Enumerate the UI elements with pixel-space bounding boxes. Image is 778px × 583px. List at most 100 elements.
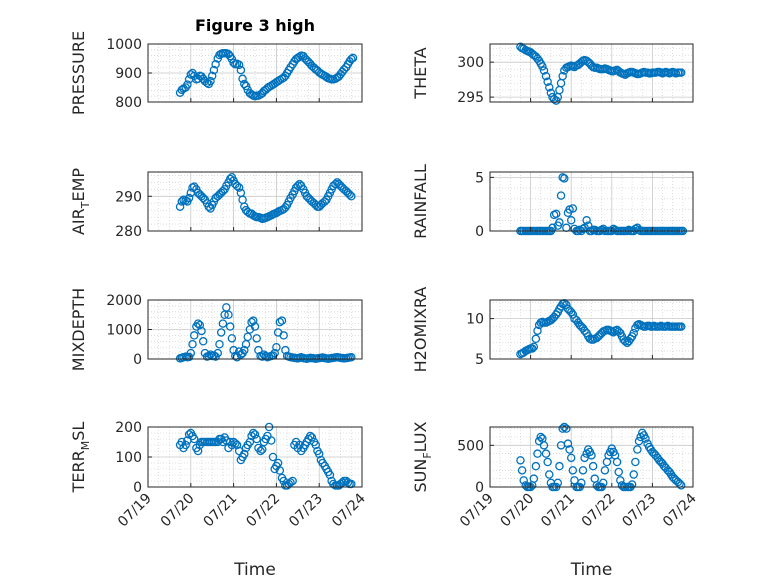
data-point xyxy=(236,65,246,75)
data-point xyxy=(273,458,283,468)
data-point xyxy=(629,328,638,338)
data-point xyxy=(277,316,287,325)
data-point xyxy=(177,197,187,206)
data-point xyxy=(620,336,630,346)
data-point xyxy=(531,334,541,344)
data-point xyxy=(347,352,356,362)
y-axis-label-subscript: T xyxy=(79,201,92,209)
y-axis-label-tail: EMP xyxy=(69,168,88,202)
y-tick-label: 0 xyxy=(475,224,484,240)
data-point xyxy=(562,424,571,433)
grid xyxy=(489,172,694,232)
data-point xyxy=(529,474,539,483)
y-axis-label-text: TERR xyxy=(69,450,88,493)
data-point xyxy=(539,66,549,75)
data-point xyxy=(295,52,304,62)
data-point xyxy=(533,449,542,458)
data-point xyxy=(188,183,197,192)
data-point xyxy=(229,58,238,68)
y-tick-label: 0 xyxy=(133,480,142,496)
y-tick-label: 5 xyxy=(475,170,484,186)
series-terrmsl xyxy=(175,422,356,490)
data-point xyxy=(229,345,238,355)
data-point xyxy=(195,320,205,330)
data-point xyxy=(347,192,356,201)
data-point xyxy=(568,204,578,213)
y-tick-label: 300 xyxy=(457,55,484,71)
data-point xyxy=(267,436,276,445)
data-point xyxy=(517,466,527,475)
data-point xyxy=(218,319,228,328)
plot-area xyxy=(490,172,693,231)
data-point xyxy=(629,470,638,479)
panel-mixdepth: 0 1000 2000 MIXDEPTH xyxy=(69,288,363,371)
y-axis-label-text: PRESSURE xyxy=(69,31,88,115)
data-point xyxy=(533,326,542,335)
data-point xyxy=(189,331,199,340)
data-point xyxy=(541,449,551,458)
axes-box xyxy=(489,43,694,103)
data-point xyxy=(175,202,185,211)
data-point xyxy=(587,451,596,460)
data-point xyxy=(616,476,625,485)
x-axis-label: Time xyxy=(570,560,613,580)
data-point xyxy=(250,322,260,331)
data-point xyxy=(345,190,354,199)
data-point xyxy=(307,433,317,442)
y-tick-label: 100 xyxy=(115,450,142,466)
panel-theta: 295 300 THETA xyxy=(411,42,694,106)
data-point xyxy=(197,326,206,336)
data-point xyxy=(249,316,258,325)
y-axis-label-text: SUN xyxy=(411,459,430,493)
data-point xyxy=(234,183,244,192)
data-point xyxy=(566,453,576,463)
y-axis-label-tail: SL xyxy=(69,422,88,441)
y-tick-label: 900 xyxy=(115,66,142,82)
data-point xyxy=(555,218,564,227)
axes-box xyxy=(489,299,694,360)
y-axis-label: H2OMIXRA xyxy=(411,287,430,373)
data-point xyxy=(578,466,588,475)
data-point xyxy=(193,446,203,456)
data-point xyxy=(209,65,219,75)
data-point xyxy=(563,439,573,448)
y-tick-label: 1000 xyxy=(106,37,142,53)
y-axis-label-text: H2OMIXRA xyxy=(411,287,430,373)
data-point xyxy=(189,434,199,444)
series-airtemp xyxy=(175,172,356,224)
y-tick-label: 0 xyxy=(475,480,484,496)
data-point xyxy=(252,434,261,444)
data-point xyxy=(556,191,566,200)
data-point xyxy=(184,193,194,203)
data-point xyxy=(582,216,591,225)
data-point xyxy=(252,334,261,343)
data-point xyxy=(234,60,244,70)
y-tick-label: 200 xyxy=(115,420,142,436)
data-point xyxy=(198,337,208,346)
data-point xyxy=(222,303,231,312)
y-axis-label: RAINFALL xyxy=(411,164,430,239)
data-point xyxy=(279,331,288,340)
data-point xyxy=(314,449,324,459)
panel-airtemp: 280 290 AIRTEMP xyxy=(69,168,363,240)
axes-box xyxy=(489,171,694,232)
data-point xyxy=(207,71,217,81)
data-point xyxy=(527,344,537,353)
data-point xyxy=(558,424,567,433)
y-axis-label-text: THETA xyxy=(411,47,430,99)
data-point xyxy=(565,445,574,454)
data-point xyxy=(281,345,290,355)
y-axis-label: PRESSURE xyxy=(69,31,88,115)
data-point xyxy=(543,77,552,86)
data-point xyxy=(558,173,567,182)
data-point xyxy=(531,461,541,471)
data-point xyxy=(238,74,247,84)
y-tick-label: 800 xyxy=(115,95,142,111)
axes-box xyxy=(489,426,694,488)
y-tick-label: 0 xyxy=(133,352,142,368)
y-tick-label: 295 xyxy=(457,90,484,106)
data-point xyxy=(539,441,549,450)
data-point xyxy=(676,481,686,490)
data-point xyxy=(216,328,226,337)
